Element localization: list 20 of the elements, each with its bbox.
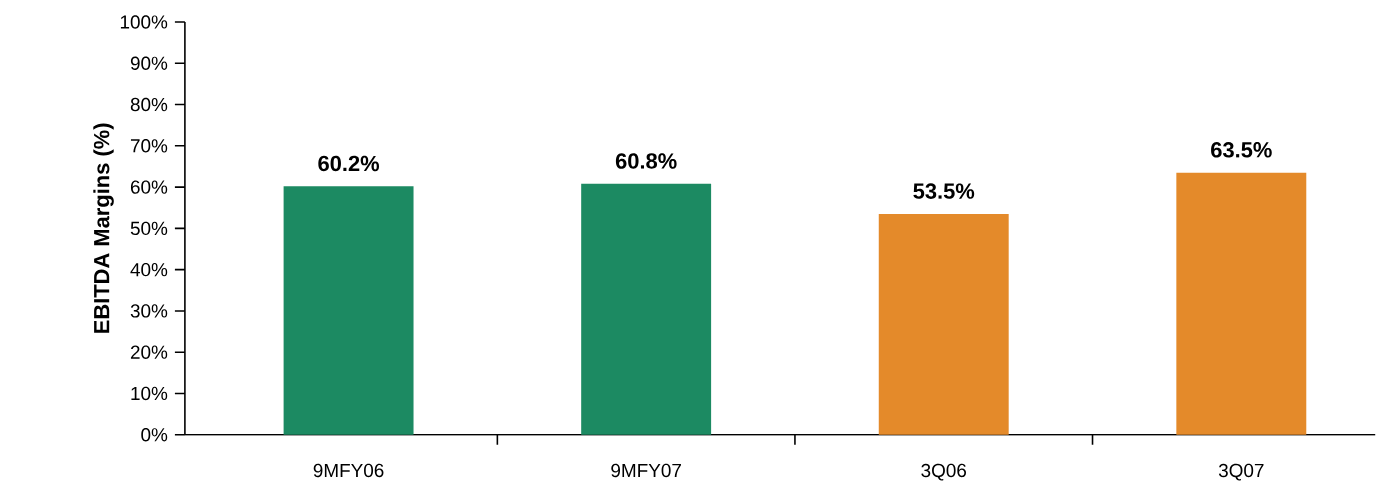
y-tick-label: 100% — [120, 15, 168, 29]
y-tick-label: 20% — [130, 345, 168, 360]
data-label: 53.5% — [913, 183, 975, 200]
x-tick-label: 9MFY07 — [611, 463, 681, 478]
y-tick-label: 70% — [130, 139, 168, 153]
x-tick-label: 9MFY06 — [313, 463, 384, 478]
data-label: 60.2% — [318, 155, 380, 172]
y-axis-title: EBITDA Margins (%) — [93, 123, 114, 333]
y-tick-label: 40% — [130, 263, 168, 277]
x-tick-label: 3Q07 — [1218, 463, 1264, 481]
data-label: 63.5% — [1211, 142, 1272, 158]
y-tick-label: 80% — [130, 97, 168, 112]
y-tick-label: 30% — [130, 304, 168, 318]
y-tick-label: 50% — [130, 221, 168, 236]
x-tick-label: 3Q06 — [921, 463, 967, 481]
y-tick-label: 60% — [130, 180, 168, 194]
y-tick-label: 90% — [130, 56, 168, 71]
y-tick-label: 10% — [131, 386, 168, 401]
data-label: 60.8% — [615, 153, 677, 169]
y-tick-label: 0% — [141, 428, 168, 442]
